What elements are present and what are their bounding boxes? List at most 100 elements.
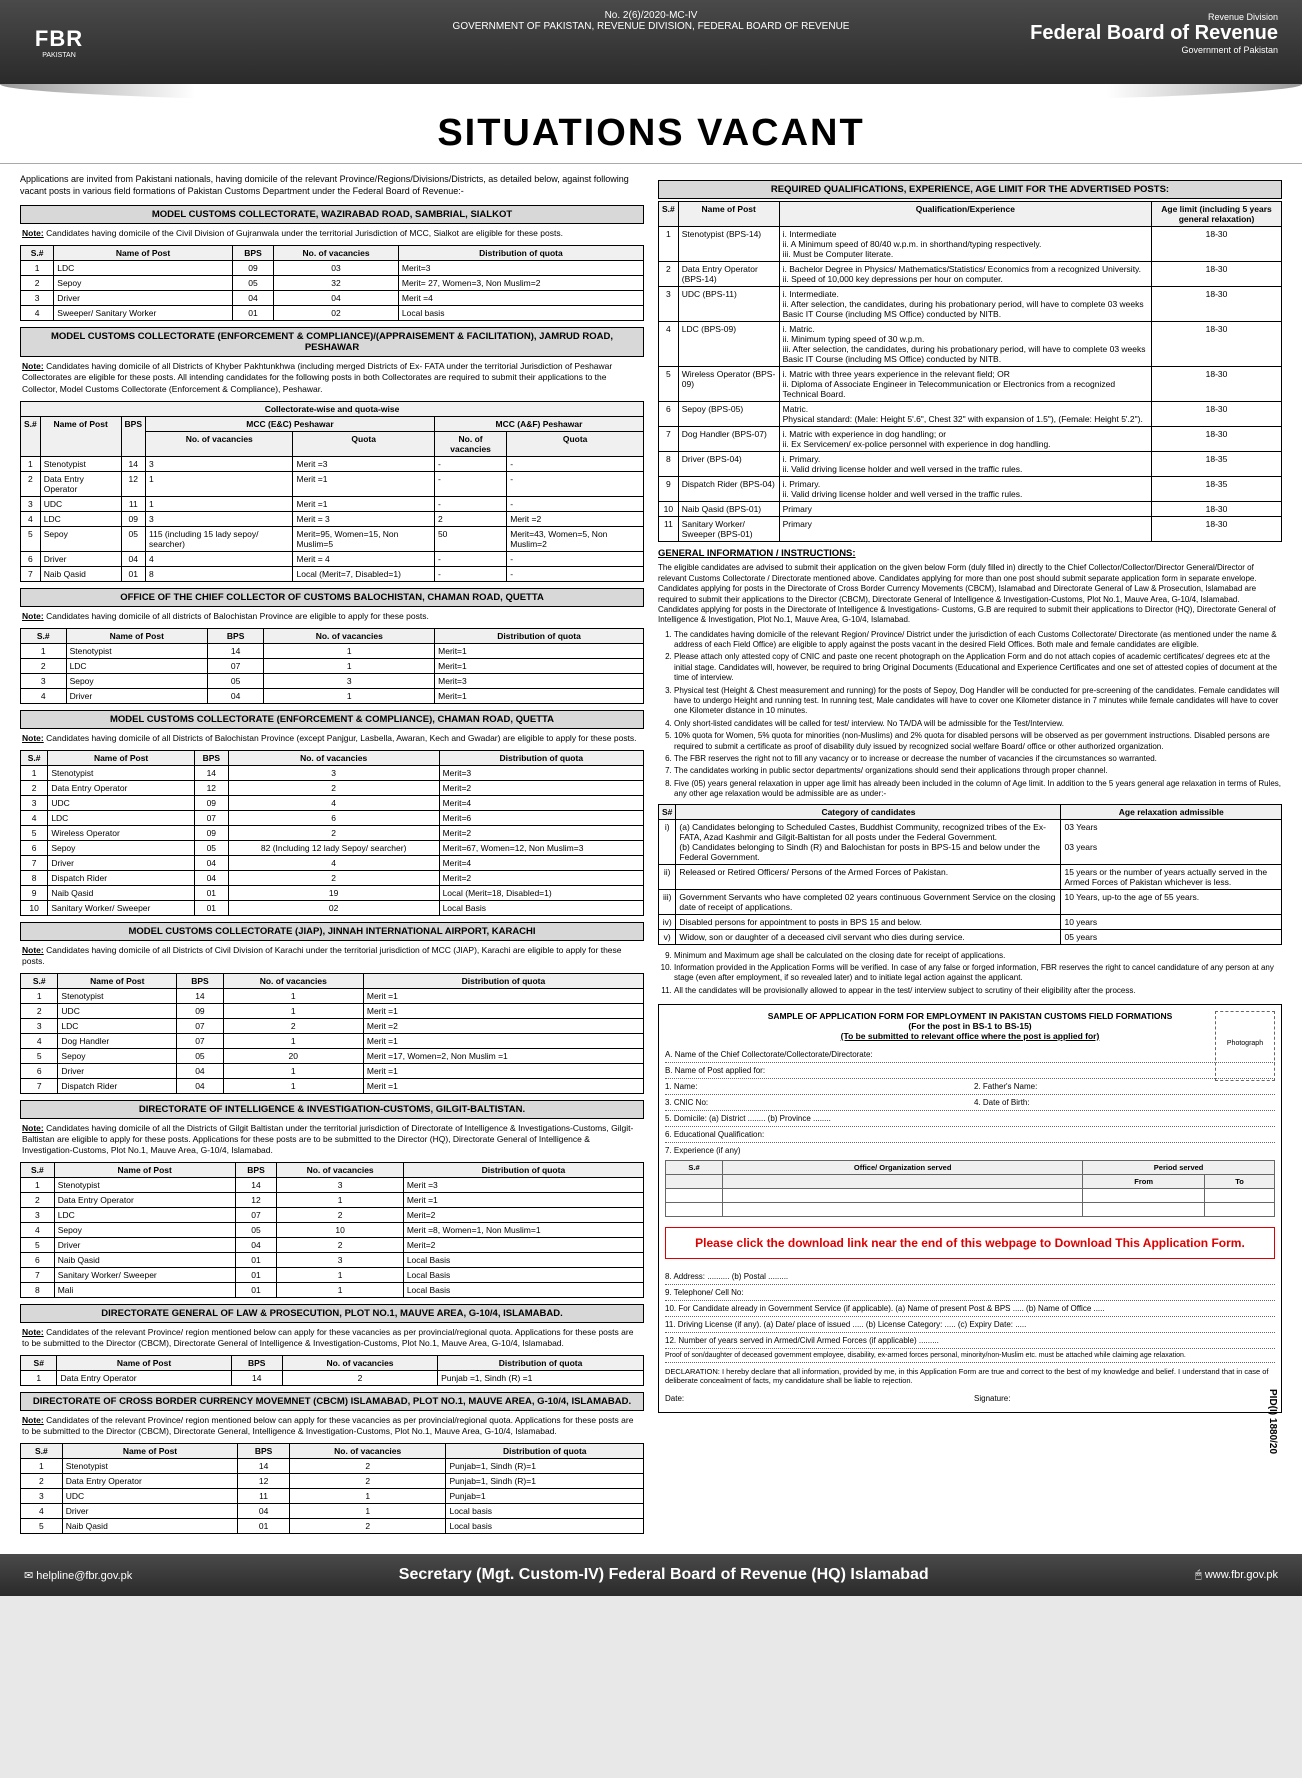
- relax-row: i)(a) Candidates belonging to Scheduled …: [659, 819, 1282, 864]
- items-9-11-list: Minimum and Maximum age shall be calcula…: [658, 951, 1282, 997]
- table-row: 1Stenotypist142Punjab=1, Sindh (R)=1: [21, 1459, 644, 1474]
- section-note: Note: Candidates of the relevant Provinc…: [20, 1323, 644, 1353]
- table-row: 5Driver042Merit=2: [21, 1237, 644, 1252]
- section-note: Note: Candidates having domicile of all …: [20, 607, 644, 626]
- table-row: 5Naib Qasid012Local basis: [21, 1519, 644, 1534]
- table-row: 2UDC091Merit =1: [21, 1003, 644, 1018]
- qual-row: 3UDC (BPS-11)i. Intermediate. ii. After …: [659, 287, 1282, 322]
- table-row: 5Sepoy0520Merit =17, Women=2, Non Muslim…: [21, 1048, 644, 1063]
- form-sub2: (To be submitted to relevant office wher…: [665, 1031, 1275, 1041]
- form-title: SAMPLE OF APPLICATION FORM FOR EMPLOYMEN…: [665, 1011, 1275, 1021]
- title-bar: SITUATIONS VACANT: [0, 104, 1302, 164]
- table-row: 2Sepoy0532Merit= 27, Women=3, Non Muslim…: [21, 276, 644, 291]
- table-row: 4Driver041Local basis: [21, 1504, 644, 1519]
- section-header: DIRECTORATE OF CROSS BORDER CURRENCY MOV…: [20, 1392, 644, 1411]
- table-row: 3Sepoy053Merit=3: [21, 673, 644, 688]
- footer-web: 🖱 www.fbr.gov.pk: [1195, 1569, 1278, 1582]
- table-row: 3UDC111Punjab=1: [21, 1489, 644, 1504]
- application-form: Photograph SAMPLE OF APPLICATION FORM FO…: [658, 1004, 1282, 1413]
- general-title: GENERAL INFORMATION / INSTRUCTIONS:: [658, 548, 1282, 560]
- field-5: 5. Domicile: (a) District ........ (b) P…: [665, 1114, 1275, 1123]
- field-b: B. Name of Post applied for:: [665, 1066, 1275, 1075]
- general-item: Only short-listed candidates will be cal…: [674, 719, 1282, 729]
- table-row: 1LDC0903Merit=3: [21, 261, 644, 276]
- general-intro: The eligible candidates are advised to s…: [658, 563, 1282, 625]
- qual-row: 2Data Entry Operator (BPS-14)i. Bachelor…: [659, 262, 1282, 287]
- qual-row: 10Naib Qasid (BPS-01)Primary18-30: [659, 502, 1282, 517]
- field-3: 3. CNIC No:: [665, 1098, 966, 1107]
- instruction-item: Minimum and Maximum age shall be calcula…: [674, 951, 1282, 961]
- fbr-title: Federal Board of Revenue: [1030, 22, 1278, 45]
- table-row: 1Stenotypist141Merit =1: [21, 988, 644, 1003]
- section-header: OFFICE OF THE CHIEF COLLECTOR OF CUSTOMS…: [20, 588, 644, 607]
- table-row: 1Stenotypist143Merit=3: [21, 765, 644, 780]
- field-proof: Proof of son/daughter of deceased govern…: [665, 1352, 1275, 1359]
- section-header: MODEL CUSTOMS COLLECTORATE, WAZIRABAD RO…: [20, 205, 644, 224]
- qual-row: 4LDC (BPS-09)i. Matric. ii. Minimum typi…: [659, 322, 1282, 367]
- table-row: 1Data Entry Operator142Punjab =1, Sindh …: [21, 1370, 644, 1385]
- table-row: 4LDC076Merit=6: [21, 810, 644, 825]
- relaxation-table: S#Category of candidatesAge relaxation a…: [658, 804, 1282, 945]
- qual-row: 7Dog Handler (BPS-07)i. Matric with expe…: [659, 427, 1282, 452]
- qual-row: 5Wireless Operator (BPS-09)i. Matric wit…: [659, 367, 1282, 402]
- posts-table: S.#Name of PostBPSNo. of vacanciesDistri…: [20, 1443, 644, 1534]
- posts-table: S.#Name of PostBPSNo. of vacanciesDistri…: [20, 628, 644, 704]
- table-row: 8Dispatch Rider042Merit=2: [21, 870, 644, 885]
- logo-text: FBR: [35, 26, 83, 52]
- field-6: 6. Educational Qualification:: [665, 1130, 1275, 1139]
- general-info: GENERAL INFORMATION / INSTRUCTIONS: The …: [658, 548, 1282, 800]
- posts-table: S.#Name of PostBPSNo. of vacanciesDistri…: [20, 973, 644, 1094]
- header-right: Revenue Division Federal Board of Revenu…: [1030, 12, 1278, 55]
- relax-row: iv)Disabled persons for appointment to p…: [659, 914, 1282, 929]
- section-header: MODEL CUSTOMS COLLECTORATE (ENFORCEMENT …: [20, 327, 644, 357]
- section-note: Note: Candidates having domicile of all …: [20, 941, 644, 971]
- form-sub: (For the post in BS-1 to BS-15): [665, 1021, 1275, 1031]
- section-note: Note: Candidates having domicile of all …: [20, 357, 644, 398]
- header-left: FBR PAKISTAN: [24, 12, 94, 72]
- qual-row: 6Sepoy (BPS-05)Matric. Physical standard…: [659, 402, 1282, 427]
- download-notice: Please click the download link near the …: [665, 1227, 1275, 1259]
- table-row: 4Sweeper/ Sanitary Worker0102Local basis: [21, 306, 644, 321]
- table-row: 2Data Entry Operator121Merit =1: [21, 1192, 644, 1207]
- table-row: 7Driver044Merit=4: [21, 855, 644, 870]
- posts-table: Collectorate-wise and quota-wiseS.#Name …: [20, 401, 644, 582]
- table-row: 3UDC111Merit =1--: [21, 496, 644, 511]
- general-item: Five (05) years general relaxation in up…: [674, 779, 1282, 800]
- table-row: 1Stenotypist141Merit=1: [21, 643, 644, 658]
- table-row: 7Naib Qasid018Local (Merit=7, Disabled=1…: [21, 566, 644, 581]
- intro-text: Applications are invited from Pakistani …: [20, 174, 644, 197]
- logo-subtext: PAKISTAN: [42, 52, 76, 59]
- qual-header: REQUIRED QUALIFICATIONS, EXPERIENCE, AGE…: [658, 180, 1282, 199]
- table-row: 4Dog Handler071Merit =1: [21, 1033, 644, 1048]
- table-row: 5Sepoy05115 (including 15 lady sepoy/ se…: [21, 526, 644, 551]
- table-row: 1Stenotypist143Merit =3: [21, 1177, 644, 1192]
- field-7: 7. Experience (if any): [665, 1146, 1275, 1155]
- table-row: 10Sanitary Worker/ Sweeper0102Local Basi…: [21, 900, 644, 915]
- table-row: 1Stenotypist143Merit =3--: [21, 456, 644, 471]
- field-10: 10. For Candidate already in Government …: [665, 1304, 1275, 1313]
- qual-row: 8Driver (BPS-04)i. Primary. ii. Valid dr…: [659, 452, 1282, 477]
- items-9-11: Minimum and Maximum age shall be calcula…: [658, 951, 1282, 997]
- posts-table: S.#Name of PostBPSNo. of vacanciesDistri…: [20, 750, 644, 916]
- header-center: No. 2(6)/2020-MC-IV GOVERNMENT OF PAKIST…: [453, 10, 850, 32]
- table-row: 7Sanitary Worker/ Sweeper011Local Basis: [21, 1267, 644, 1282]
- curve-decoration: [0, 84, 1302, 104]
- fbr-logo: FBR PAKISTAN: [24, 12, 94, 72]
- relax-row: ii)Released or Retired Officers/ Persons…: [659, 864, 1282, 889]
- table-row: 3UDC094Merit=4: [21, 795, 644, 810]
- right-column: REQUIRED QUALIFICATIONS, EXPERIENCE, AGE…: [658, 174, 1282, 1534]
- table-row: 3LDC072Merit=2: [21, 1207, 644, 1222]
- main-title: SITUATIONS VACANT: [0, 112, 1302, 155]
- general-item: The candidates working in public sector …: [674, 766, 1282, 776]
- gov-line: GOVERNMENT OF PAKISTAN, REVENUE DIVISION…: [453, 21, 850, 32]
- table-row: 2LDC071Merit=1: [21, 658, 644, 673]
- posts-table: S.#Name of PostBPSNo. of vacanciesDistri…: [20, 1162, 644, 1298]
- left-column: Applications are invited from Pakistani …: [20, 174, 644, 1534]
- section-note: Note: Candidates having domicile of all …: [20, 1119, 644, 1160]
- experience-table: S.#Office/ Organization servedPeriod ser…: [665, 1160, 1275, 1217]
- relax-row: v)Widow, son or daughter of a deceased c…: [659, 929, 1282, 944]
- table-row: 2Data Entry Operator122Punjab=1, Sindh (…: [21, 1474, 644, 1489]
- general-list: The candidates having domicile of the re…: [658, 630, 1282, 800]
- revenue-division: Revenue Division: [1030, 12, 1278, 22]
- general-item: 10% quota for Women, 5% quota for minori…: [674, 731, 1282, 752]
